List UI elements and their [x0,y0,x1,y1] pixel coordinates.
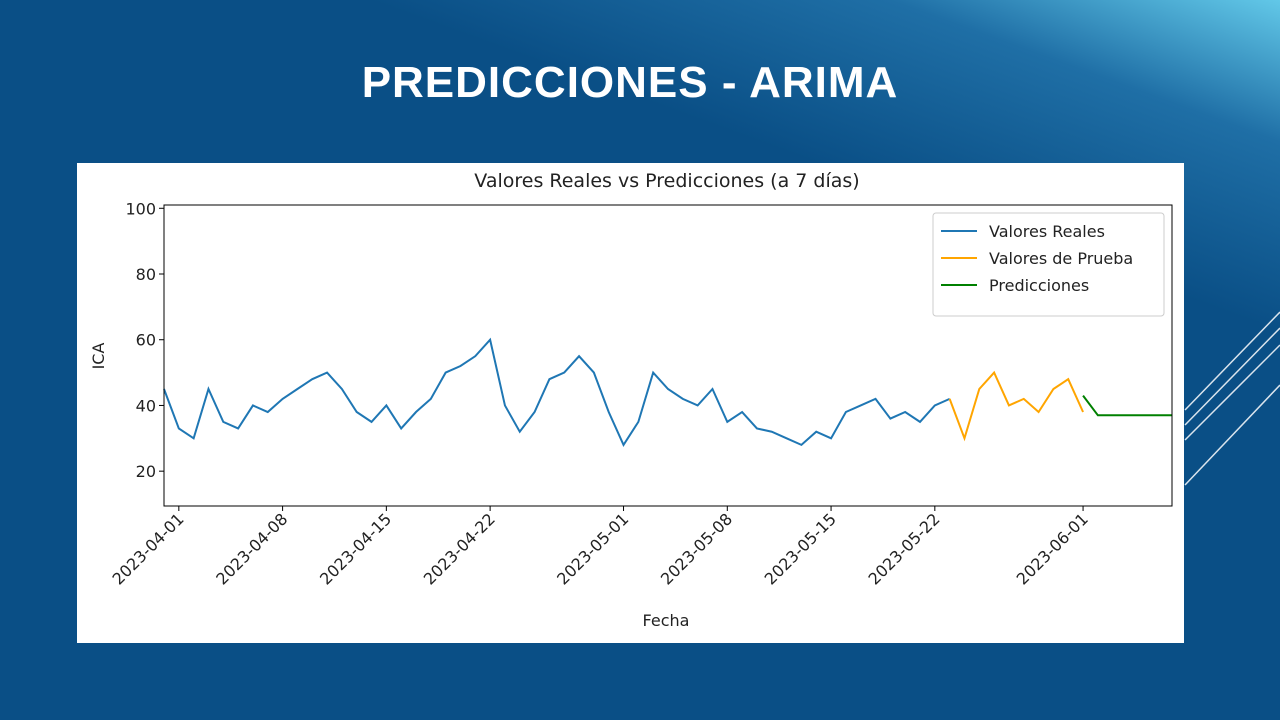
x-tick-label: 2023-05-22 [864,509,943,588]
legend-label: Valores Reales [989,222,1105,241]
y-tick-label: 60 [136,331,156,350]
x-tick-label: 2023-05-15 [761,509,840,588]
x-tick-label: 2023-05-08 [657,509,736,588]
chart: Valores Reales vs Predicciones (a 7 días… [77,163,1184,643]
x-tick-label: 2023-04-08 [212,509,291,588]
x-tick-label: 2023-04-15 [316,509,395,588]
legend: Valores Reales Valores de Prueba Prediccio… [932,212,1165,317]
chart-title: Valores Reales vs Predicciones (a 7 días… [474,170,859,192]
y-tick-label: 100 [125,199,156,218]
plot-frame [163,204,1173,507]
legend-label: Valores de Prueba [989,249,1133,268]
legend-box [932,212,1165,317]
x-tick-label: 2023-06-01 [1013,509,1092,588]
y-axis-label: ICA [89,343,108,370]
x-tick-label: 2023-04-22 [420,509,499,588]
legend-label: Predicciones [989,276,1089,295]
x-axis-label: Fecha [643,611,690,630]
line-series [948,370,1084,442]
x-tick-label: 2023-04-01 [108,509,187,588]
y-tick-label: 20 [136,462,156,481]
slide-title: PREDICCIONES - ARIMA [361,58,899,107]
x-tick-label: 2023-05-01 [553,509,632,588]
y-tick-label: 80 [136,265,156,284]
line-series [1082,394,1172,417]
line-series [163,337,951,447]
y-tick-label: 40 [136,396,156,415]
